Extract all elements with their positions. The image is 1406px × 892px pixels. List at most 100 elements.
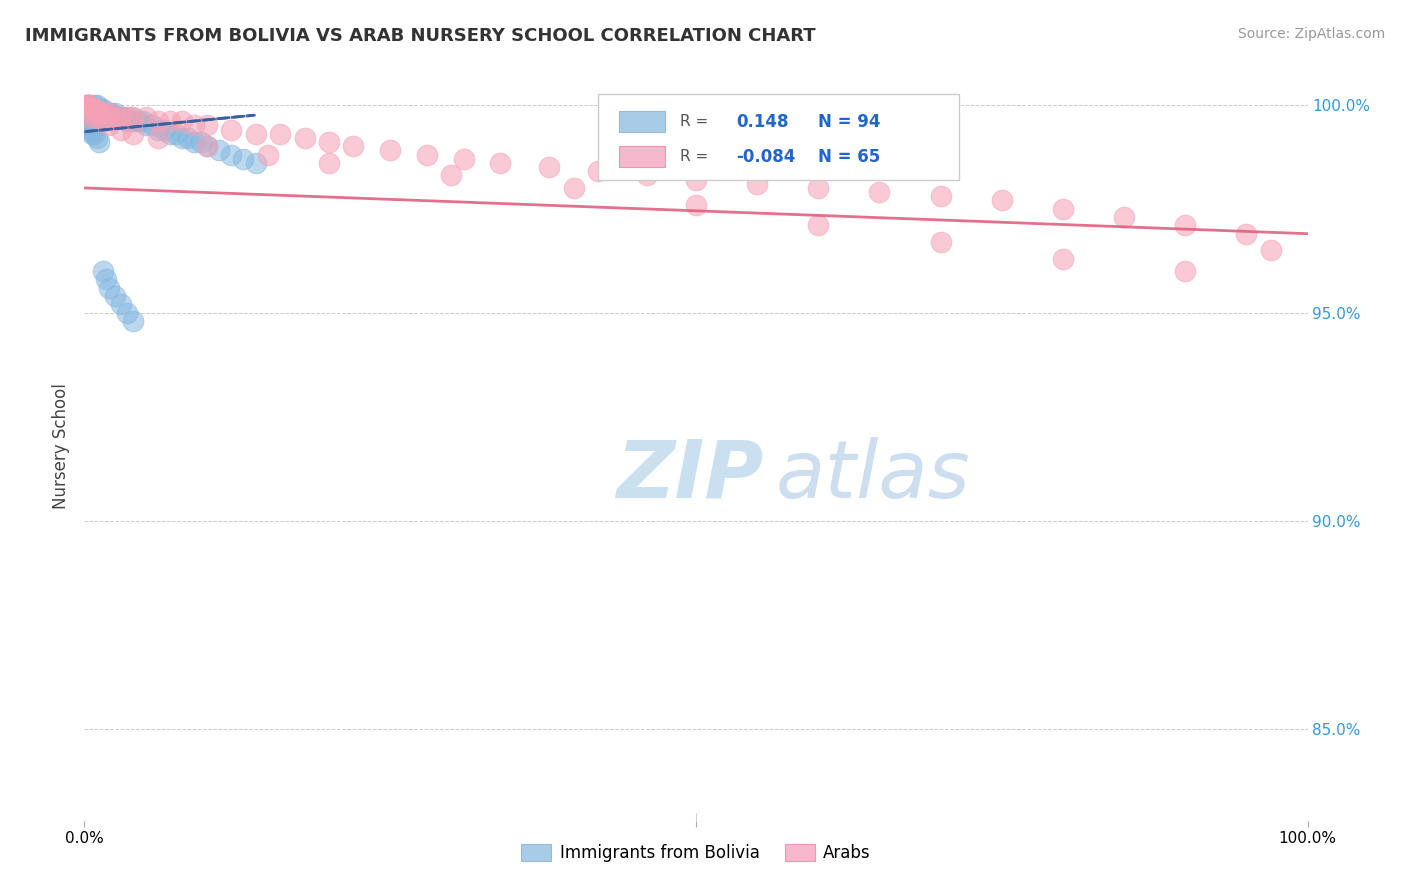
Point xyxy=(86,102,108,116)
Point xyxy=(77,114,100,128)
Point xyxy=(128,114,150,128)
Point xyxy=(89,110,111,124)
Point xyxy=(1260,244,1282,258)
Point xyxy=(80,102,103,116)
Text: -0.084: -0.084 xyxy=(737,148,796,166)
Point xyxy=(75,102,97,116)
Point xyxy=(75,97,97,112)
Point xyxy=(77,110,100,124)
Point xyxy=(101,110,124,124)
Point xyxy=(89,102,111,116)
Point xyxy=(132,114,155,128)
Point xyxy=(122,314,145,328)
Point xyxy=(110,297,132,311)
Point xyxy=(380,144,402,158)
Point xyxy=(807,219,830,233)
Point xyxy=(98,110,121,124)
Point xyxy=(991,194,1014,208)
Point xyxy=(112,110,135,124)
Point xyxy=(107,110,129,124)
Point xyxy=(77,97,100,112)
Point xyxy=(80,127,103,141)
Point xyxy=(153,122,176,136)
Point xyxy=(146,122,169,136)
Point xyxy=(76,110,98,124)
Point xyxy=(97,106,120,120)
Point xyxy=(440,169,463,183)
Point xyxy=(122,127,145,141)
FancyBboxPatch shape xyxy=(598,94,959,180)
Point xyxy=(76,102,98,116)
Point xyxy=(84,106,107,120)
Point xyxy=(538,160,561,174)
Text: 0.148: 0.148 xyxy=(737,112,789,130)
Text: atlas: atlas xyxy=(776,437,970,515)
Point xyxy=(208,144,231,158)
Point xyxy=(91,102,114,116)
Point xyxy=(77,119,100,133)
Point xyxy=(94,106,117,120)
Point xyxy=(79,106,101,120)
Point xyxy=(97,106,120,120)
Point xyxy=(318,156,340,170)
Point xyxy=(195,139,218,153)
Point xyxy=(453,152,475,166)
Point xyxy=(86,131,108,145)
Point xyxy=(1114,210,1136,224)
Point xyxy=(177,131,200,145)
Point xyxy=(79,97,101,112)
Point xyxy=(1052,252,1074,266)
Point xyxy=(172,131,194,145)
Point xyxy=(110,110,132,124)
Point xyxy=(77,106,100,120)
Point xyxy=(636,169,658,183)
Point xyxy=(96,272,118,286)
Point xyxy=(115,114,138,128)
Point xyxy=(87,102,110,116)
Point xyxy=(562,181,585,195)
Point xyxy=(195,119,218,133)
Point xyxy=(86,102,108,116)
Point xyxy=(257,147,280,161)
Point xyxy=(83,102,105,116)
Point xyxy=(489,156,512,170)
Point xyxy=(90,106,112,120)
Point xyxy=(232,152,254,166)
Point xyxy=(104,110,127,124)
Point xyxy=(82,102,104,116)
Point xyxy=(97,119,120,133)
Point xyxy=(165,127,187,141)
Point xyxy=(245,127,267,141)
Point xyxy=(77,102,100,116)
Point xyxy=(190,135,212,149)
Text: ZIP: ZIP xyxy=(616,437,763,515)
Point xyxy=(87,106,110,120)
Point xyxy=(135,110,157,124)
Bar xyxy=(619,112,665,132)
Point xyxy=(104,289,127,303)
Point xyxy=(1236,227,1258,241)
Point xyxy=(79,102,101,116)
Point xyxy=(77,97,100,112)
Point xyxy=(183,119,205,133)
Point xyxy=(86,110,108,124)
Point xyxy=(79,110,101,124)
Point xyxy=(80,106,103,120)
Point xyxy=(100,106,122,120)
Point xyxy=(807,181,830,195)
Point xyxy=(76,106,98,120)
Point xyxy=(294,131,316,145)
Point xyxy=(83,110,105,124)
Point xyxy=(97,281,120,295)
Point xyxy=(105,110,128,124)
Text: N = 65: N = 65 xyxy=(818,148,880,166)
Point xyxy=(75,114,97,128)
Point xyxy=(685,172,707,186)
Point xyxy=(80,110,103,124)
Point xyxy=(146,114,169,128)
Point xyxy=(77,114,100,128)
Point xyxy=(219,147,242,161)
Point xyxy=(83,102,105,116)
Point xyxy=(141,119,163,133)
Point xyxy=(82,122,104,136)
